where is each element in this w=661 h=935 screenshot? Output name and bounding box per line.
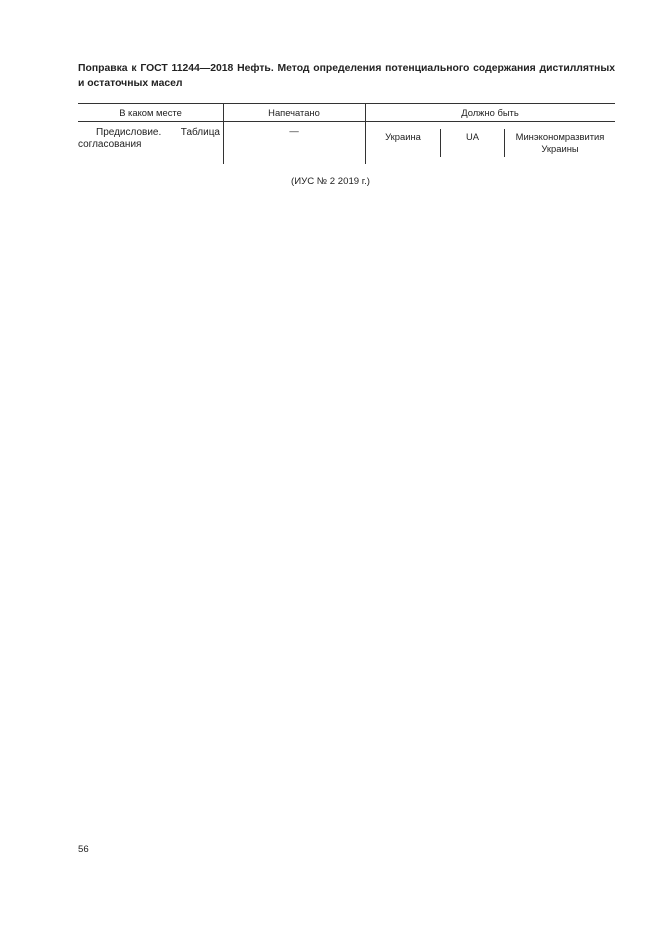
column-divider (223, 103, 224, 164)
header-place: В каком месте (119, 107, 182, 118)
subcolumn-divider (440, 129, 441, 157)
cell-code: UA (465, 131, 480, 142)
cell-country: Украина (385, 131, 421, 142)
cell-place: Предисловие. Таблица согласования (78, 127, 220, 150)
page-number: 56 (78, 844, 89, 855)
header-should-be: Должно быть (461, 107, 519, 118)
subcolumn-divider (504, 129, 505, 157)
table-header-rule (78, 121, 615, 122)
cell-printed: — (289, 125, 299, 136)
column-divider (365, 103, 366, 164)
cell-authority: Минэкономразвития Украины (515, 131, 605, 154)
header-printed: Напечатано (268, 107, 320, 118)
table-top-rule (78, 103, 615, 104)
document-title: Поправка к ГОСТ 11244—2018 Нефть. Метод … (78, 63, 615, 89)
source-note: (ИУС № 2 2019 г.) (291, 176, 370, 187)
